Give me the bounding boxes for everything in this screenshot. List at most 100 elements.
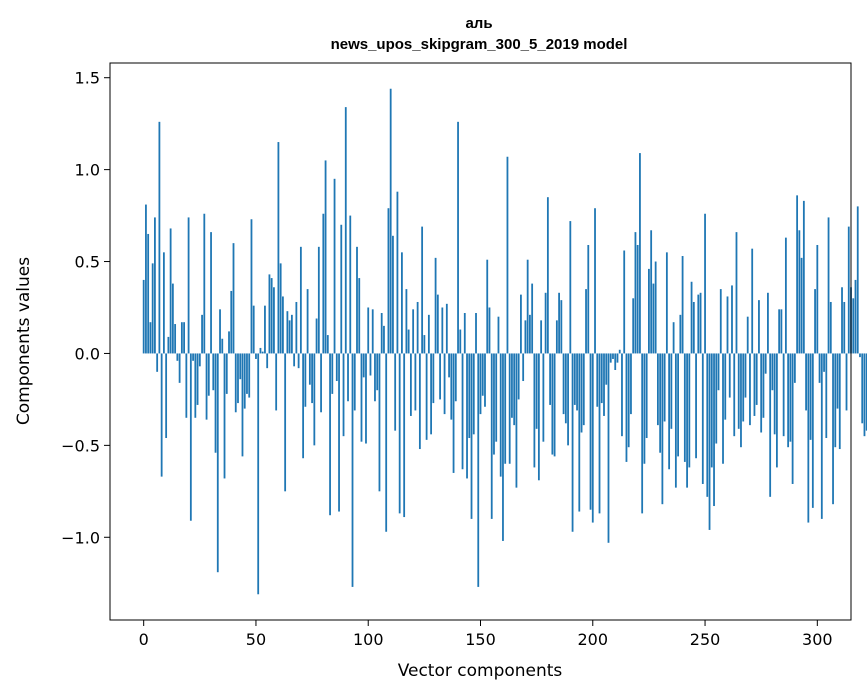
- bar-81: [324, 160, 327, 354]
- bar-200: [591, 353, 594, 523]
- bar-21: [189, 353, 192, 521]
- bar-180: [546, 197, 549, 354]
- bar-109: [387, 208, 390, 354]
- bar-240: [681, 256, 684, 354]
- bar-236: [672, 322, 675, 354]
- bar-183: [553, 353, 556, 457]
- bar-116: [403, 353, 406, 518]
- bar-31: [212, 353, 215, 391]
- bar-230: [659, 353, 662, 453]
- bar-260: [726, 296, 729, 354]
- bar-289: [791, 353, 794, 484]
- bar-18: [183, 322, 185, 354]
- bar-212: [618, 349, 621, 354]
- bar-248: [699, 292, 702, 354]
- bar-106: [380, 313, 383, 354]
- y-tick-label: −0.5: [61, 436, 100, 455]
- bar-27: [203, 213, 206, 354]
- bar-120: [412, 309, 415, 354]
- y-tick-label: 0.0: [75, 344, 100, 363]
- bar-56: [268, 274, 271, 354]
- bar-69: [297, 353, 300, 369]
- bar-303: [823, 353, 825, 372]
- x-tick-label: 0: [139, 630, 149, 649]
- x-tick-label: 250: [690, 630, 721, 649]
- bar-321: [863, 353, 866, 437]
- bar-33: [216, 353, 219, 573]
- bar-80: [322, 213, 325, 354]
- bar-131: [436, 294, 439, 354]
- y-tick-label: −1.0: [61, 528, 100, 547]
- bar-49: [252, 305, 255, 354]
- bar-9: [162, 252, 165, 354]
- bar-237: [674, 353, 677, 488]
- bar-281: [773, 353, 776, 435]
- bar-318: [856, 206, 859, 354]
- bar-72: [304, 353, 307, 407]
- bar-142: [461, 353, 464, 470]
- bar-147: [472, 353, 475, 435]
- bar-221: [639, 153, 641, 354]
- bar-156: [493, 353, 495, 455]
- bar-242: [686, 353, 688, 488]
- bar-276: [762, 353, 765, 418]
- bar-175: [535, 353, 538, 429]
- bar-150: [479, 353, 482, 415]
- bar-216: [627, 353, 630, 448]
- bar-280: [771, 353, 774, 391]
- x-ticks-group: 0 50 100 150 200 250 300: [139, 620, 833, 649]
- bar-189: [567, 353, 569, 446]
- bar-181: [549, 353, 552, 405]
- bar-73: [306, 289, 309, 354]
- bar-68: [295, 301, 298, 354]
- bar-47: [248, 353, 251, 398]
- bar-316: [852, 298, 855, 354]
- bar-45: [243, 353, 246, 409]
- bar-160: [502, 353, 504, 541]
- bar-96: [358, 278, 361, 354]
- bar-195: [580, 353, 583, 433]
- bar-207: [607, 353, 610, 543]
- bar-111: [392, 235, 394, 354]
- bar-206: [605, 353, 608, 385]
- chart-title: аль: [465, 15, 492, 32]
- bar-241: [683, 353, 686, 462]
- bar-97: [360, 353, 363, 442]
- bar-307: [832, 353, 834, 505]
- bar-66: [290, 314, 293, 354]
- bar-209: [612, 353, 614, 359]
- bar-258: [722, 353, 724, 464]
- bar-91: [347, 353, 349, 402]
- bar-202: [596, 353, 599, 407]
- bar-148: [475, 313, 477, 354]
- bar-163: [508, 353, 511, 464]
- bar-309: [836, 353, 839, 409]
- bar-184: [555, 320, 558, 354]
- bar-223: [643, 353, 646, 464]
- bar-210: [614, 353, 617, 370]
- bar-285: [782, 353, 785, 437]
- bar-64: [286, 311, 289, 354]
- bar-5: [154, 217, 156, 354]
- bar-135: [445, 303, 448, 354]
- x-tick-label: 100: [353, 630, 384, 649]
- bar-99: [365, 353, 367, 444]
- bar-61: [279, 263, 282, 354]
- bar-167: [517, 353, 520, 400]
- bar-187: [562, 353, 565, 415]
- bar-271: [751, 248, 754, 354]
- bar-110: [389, 88, 392, 354]
- bar-166: [515, 353, 518, 488]
- bar-185: [558, 292, 560, 354]
- bar-11: [167, 336, 170, 354]
- bar-168: [520, 294, 522, 354]
- bar-162: [506, 156, 509, 354]
- bar-235: [670, 353, 673, 429]
- bar-121: [414, 353, 417, 411]
- bar-179: [544, 292, 547, 354]
- bar-169: [522, 353, 525, 382]
- x-tick-label: 50: [246, 630, 266, 649]
- bar-176: [537, 353, 540, 481]
- bar-129: [432, 353, 435, 404]
- bar-92: [349, 215, 352, 354]
